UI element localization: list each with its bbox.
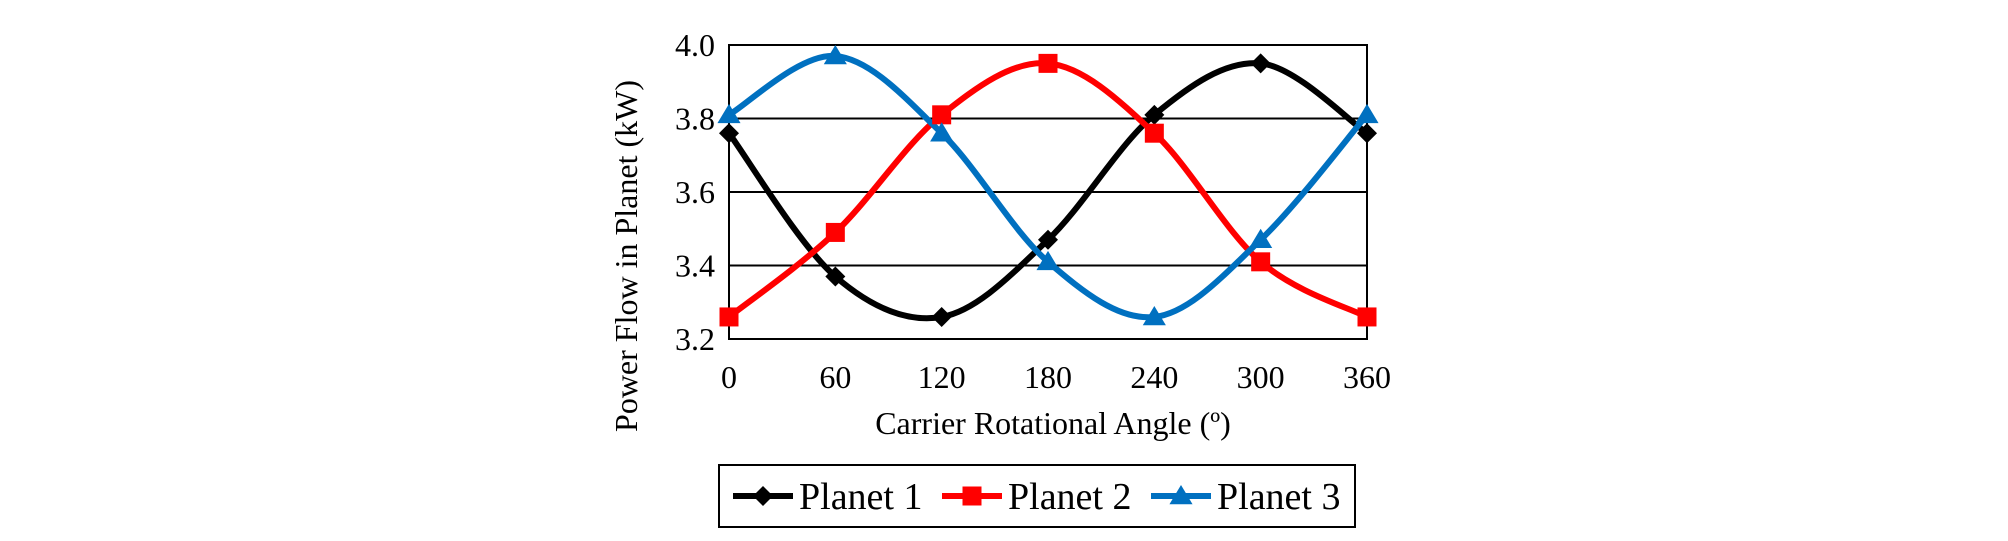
data-point-2: [825, 222, 845, 242]
x-tick-label: 0: [721, 359, 737, 395]
y-tick-label: 3.4: [675, 248, 715, 284]
x-tick-label: 240: [1130, 359, 1178, 395]
y-axis-label: Power Flow in Planet (kW): [608, 80, 644, 432]
series-lines: [726, 53, 1370, 322]
data-point-3: [823, 45, 847, 65]
data-point-2: [719, 307, 739, 327]
plot-area-frame: [728, 44, 1368, 340]
data-point-3: [1355, 103, 1379, 124]
y-tick-label: 4.0: [675, 27, 715, 63]
series-line-3: [726, 53, 1370, 321]
y-tick-labels: 3.2 3.4 3.6 3.8 4.0: [675, 27, 715, 357]
data-point-1: [825, 266, 846, 287]
data-point-1: [1038, 229, 1058, 250]
legend-label: Planet 3: [1217, 476, 1340, 518]
legend-box: [718, 464, 1356, 528]
data-point-2: [1144, 123, 1164, 143]
data-point-1: [1357, 123, 1377, 144]
series-line-2: [726, 60, 1370, 320]
data-point-2: [1038, 53, 1058, 73]
y-tick-label: 3.2: [675, 321, 715, 357]
series-line-1: [726, 60, 1370, 322]
x-tick-label: 360: [1343, 359, 1391, 395]
data-point-2: [932, 105, 952, 125]
data-point-3: [1142, 305, 1166, 326]
x-tick-label: 60: [819, 359, 851, 395]
y-tick-label: 3.6: [675, 174, 715, 210]
x-tick-label: 120: [918, 359, 966, 395]
data-point-3: [930, 122, 954, 142]
data-point-2: [1251, 252, 1271, 272]
legend-marker: [1169, 485, 1193, 505]
data-point-3: [717, 103, 741, 124]
legend-label: Planet 1: [799, 476, 922, 518]
series-markers: [717, 45, 1379, 327]
data-point-1: [1144, 104, 1165, 125]
x-tick-label: 300: [1237, 359, 1285, 395]
legend-marker: [753, 486, 773, 506]
legend-marker: [962, 486, 982, 506]
data-point-3: [1249, 228, 1273, 249]
data-point-2: [1357, 307, 1377, 327]
x-tick-labels: 0 60 120 180 240 300 360: [721, 359, 1391, 395]
data-point-1: [719, 123, 739, 144]
y-tick-label: 3.8: [675, 101, 715, 137]
legend-item: Planet 1: [733, 476, 922, 518]
data-point-3: [1036, 250, 1060, 271]
legend-label: Planet 2: [1008, 476, 1131, 518]
data-point-1: [931, 306, 952, 327]
x-tick-label: 180: [1024, 359, 1072, 395]
x-axis-label: Carrier Rotational Angle (º): [875, 405, 1231, 441]
legend-item: Planet 2: [942, 476, 1131, 518]
data-point-1: [1250, 53, 1271, 74]
legend-item: Planet 3: [1151, 476, 1340, 518]
legend: Planet 1 Planet 2 Planet 3: [718, 464, 1356, 528]
